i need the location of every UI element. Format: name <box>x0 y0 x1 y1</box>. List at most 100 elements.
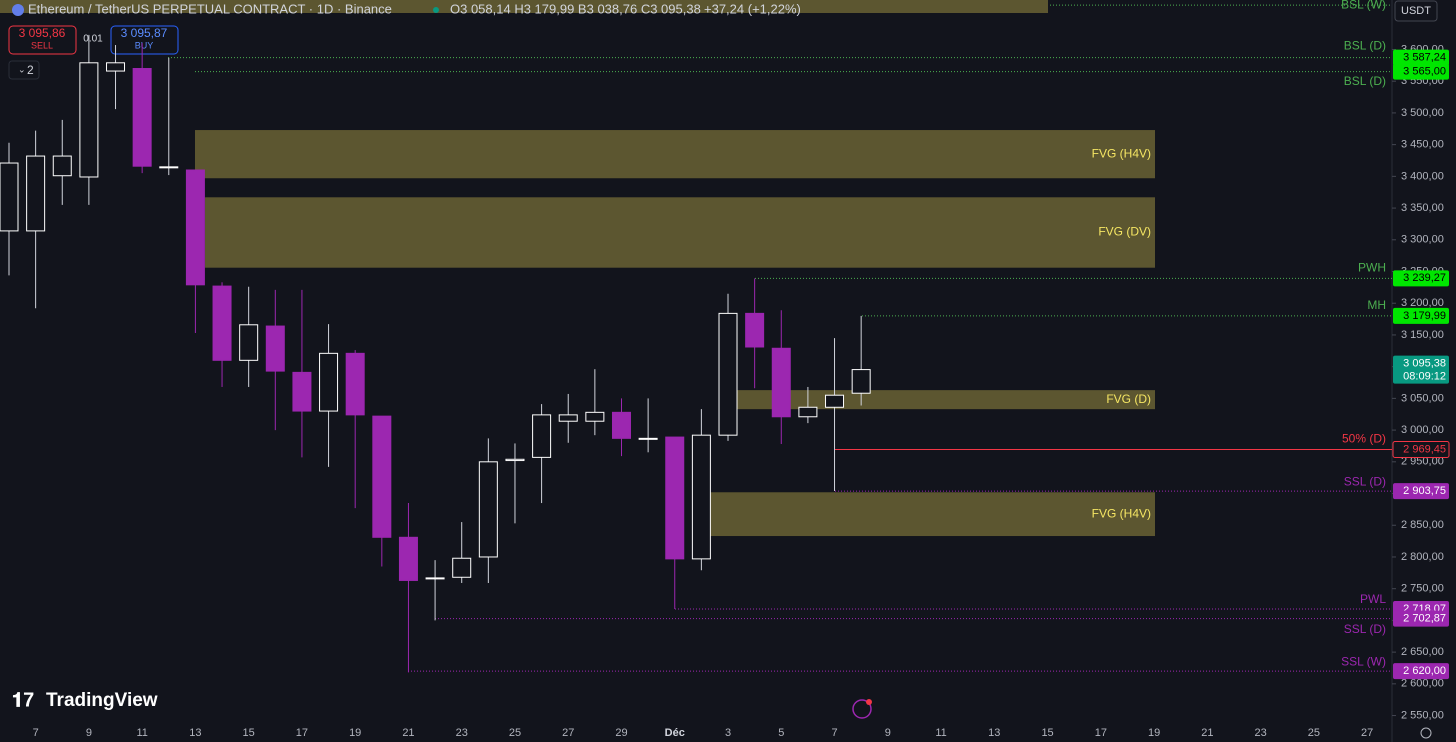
candle-body <box>398 536 418 581</box>
x-tick-label: 23 <box>1254 727 1266 739</box>
symbol: Ethereum / TetherUS PERPETUAL CONTRACT ·… <box>28 1 392 16</box>
y-tick-label: 2 850,00 <box>1401 519 1444 531</box>
level-label: SSL (D) <box>1344 474 1386 488</box>
x-tick-label: 21 <box>1201 727 1213 739</box>
alert-icon[interactable] <box>852 699 872 719</box>
candle-body <box>425 577 445 580</box>
x-tick-label: 25 <box>1308 727 1320 739</box>
fvg-label: FVG (DV) <box>1098 225 1151 239</box>
settings-icon[interactable] <box>1420 727 1432 739</box>
candle-body <box>771 347 791 418</box>
sell-label[interactable]: SELL <box>31 40 53 50</box>
candle-body <box>79 62 99 178</box>
y-tick-label: 3 150,00 <box>1401 329 1444 341</box>
level-label: MH <box>1367 298 1386 312</box>
price-tag-label: 2 620,00 <box>1403 665 1446 677</box>
toggle-arrow[interactable]: ⌄ <box>18 64 26 74</box>
alert-dot <box>866 699 872 705</box>
price-tag-label: 3 179,99 <box>1403 310 1446 322</box>
quantity[interactable]: 0.01 <box>83 34 103 45</box>
y-tick-label: 2 750,00 <box>1401 583 1444 595</box>
candle-body <box>106 62 126 72</box>
candle-body <box>611 411 631 439</box>
y-tick-label: 3 200,00 <box>1401 297 1444 309</box>
price-tag-label: 3 587,24 <box>1403 51 1446 63</box>
candle-body <box>718 312 738 436</box>
candle-body <box>239 324 259 361</box>
x-tick-label: 23 <box>456 727 468 739</box>
candle-body <box>185 169 205 286</box>
y-tick-label: 2 800,00 <box>1401 551 1444 563</box>
buy-label[interactable]: BUY <box>135 40 154 50</box>
fvg-zone <box>729 390 1155 410</box>
y-tick-label: 3 300,00 <box>1401 234 1444 246</box>
indicator-toggle[interactable] <box>8 60 40 80</box>
x-tick-label: 15 <box>1041 727 1053 739</box>
y-tick-label: 3 500,00 <box>1401 107 1444 119</box>
candle-body <box>691 434 711 560</box>
x-tick-label: 13 <box>189 727 201 739</box>
level-label: BSL (D) <box>1344 74 1386 88</box>
buy-button[interactable] <box>110 25 179 55</box>
candle-body <box>665 436 685 560</box>
indicator-count[interactable]: 2 <box>27 63 34 77</box>
candle-body <box>452 557 472 578</box>
candle-body <box>319 352 339 412</box>
x-tick-label: 27 <box>562 727 574 739</box>
candle-body <box>0 162 19 232</box>
level-label: SSL (W) <box>1341 654 1386 668</box>
ohlc: O3 058,14 H3 179,99 B3 038,76 C3 095,38 <box>450 1 701 16</box>
buy-price[interactable]: 3 095,87 <box>121 26 168 40</box>
y-tick-label: 3 400,00 <box>1401 170 1444 182</box>
price-tag-label: 3 565,00 <box>1403 66 1446 78</box>
candle-body <box>478 461 498 558</box>
candle-body <box>26 155 46 232</box>
price-tag <box>1393 63 1449 80</box>
candle-body <box>825 394 845 408</box>
candle-body <box>585 411 605 422</box>
price-tag <box>1393 49 1449 66</box>
x-tick-label: 17 <box>1095 727 1107 739</box>
logo-mark: 𝟏7 <box>12 689 34 711</box>
current-price-tag <box>1393 355 1449 384</box>
countdown: 08:09:12 <box>1403 370 1446 382</box>
x-tick-label: 7 <box>33 727 39 739</box>
x-tick-label: 21 <box>402 727 414 739</box>
sell-button[interactable] <box>8 25 77 55</box>
symbol-icon <box>12 4 24 16</box>
x-tick-label: 19 <box>1148 727 1160 739</box>
x-tick-label: 17 <box>296 727 308 739</box>
x-tick-label: 19 <box>349 727 361 739</box>
candle-body <box>851 369 871 394</box>
price-tag-label: 2 702,87 <box>1403 612 1446 624</box>
y-tick-label: 2 550,00 <box>1401 709 1444 721</box>
x-tick-label: 25 <box>509 727 521 739</box>
fvg-zone <box>205 197 1155 268</box>
price-tag <box>1393 307 1449 324</box>
candle-body <box>292 371 312 412</box>
x-tick-label: 9 <box>86 727 92 739</box>
x-tick-label: 9 <box>885 727 891 739</box>
price-tag <box>1393 483 1449 500</box>
price-tag <box>1393 270 1449 287</box>
candle-body <box>265 325 285 372</box>
candle-body <box>159 166 179 169</box>
level-label: BSL (W) <box>1341 0 1386 11</box>
price-tag-label: 2 903,75 <box>1403 485 1446 497</box>
x-tick-label: 13 <box>988 727 1000 739</box>
top-zone <box>0 0 1048 13</box>
logo: TradingView <box>46 690 158 711</box>
fvg-label: FVG (D) <box>1106 392 1151 406</box>
sell-price[interactable]: 3 095,86 <box>19 26 66 40</box>
y-tick-label: 2 600,00 <box>1401 678 1444 690</box>
y-tick-label: 3 000,00 <box>1401 424 1444 436</box>
current-price: 3 095,38 <box>1403 357 1446 369</box>
fvg-label: FVG (H4V) <box>1092 506 1151 520</box>
level-label: PWL <box>1360 592 1386 606</box>
currency-box[interactable] <box>1394 0 1438 22</box>
candle-body <box>532 414 552 458</box>
price-tag-label: 3 239,27 <box>1403 272 1446 284</box>
x-tick-label: 29 <box>615 727 627 739</box>
currency[interactable]: USDT <box>1401 5 1431 17</box>
y-tick-label: 2 950,00 <box>1401 456 1444 468</box>
